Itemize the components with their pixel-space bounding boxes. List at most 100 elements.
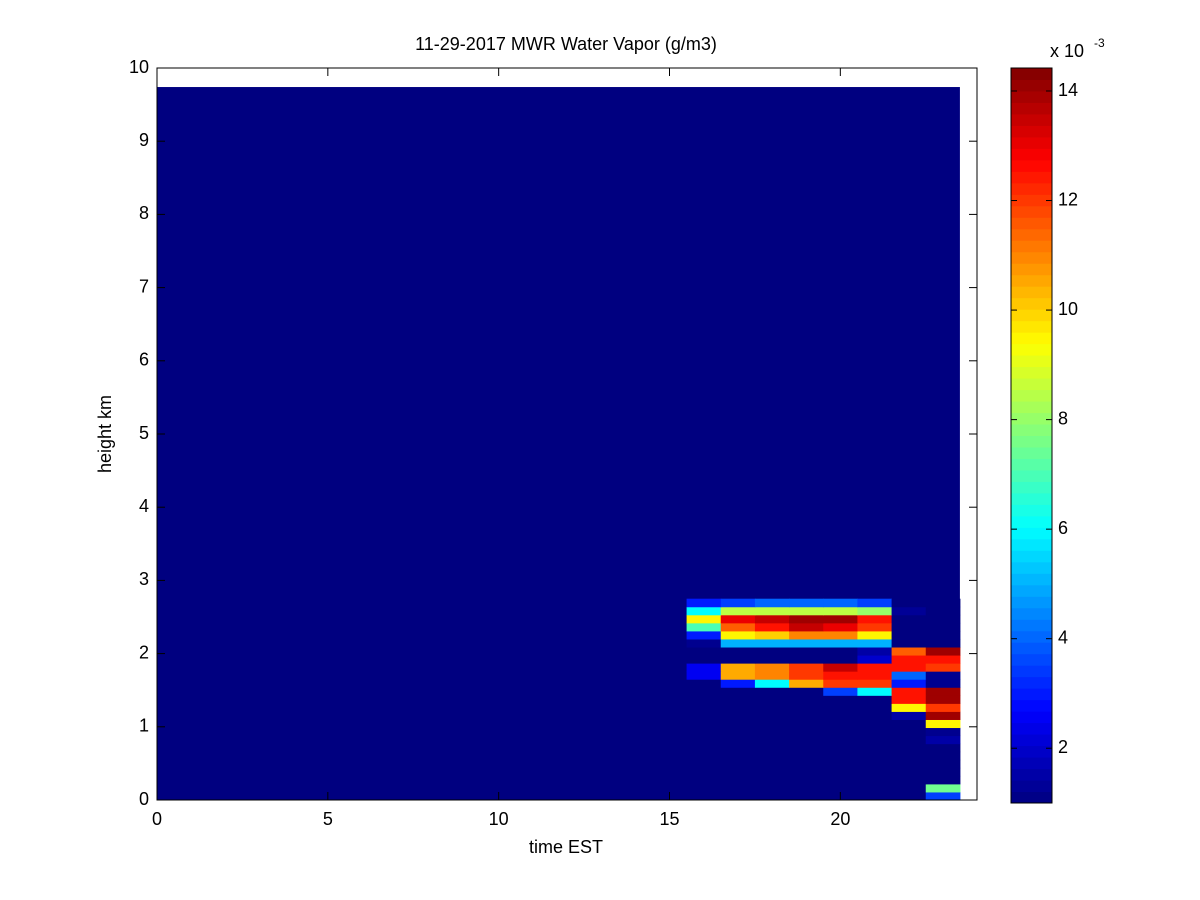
colorbar-swatch [1011, 446, 1052, 459]
heatmap-cell [823, 783, 858, 793]
heatmap-cell [857, 638, 893, 648]
heatmap-cell [686, 630, 722, 640]
heatmap-cell [925, 791, 961, 801]
x-tick-label: 10 [489, 809, 509, 829]
colorbar-swatch [1011, 332, 1052, 345]
y-tick-label: 4 [139, 496, 149, 516]
heatmap-cell [823, 735, 858, 745]
heatmap-cell [720, 727, 756, 737]
heatmap-cell [789, 791, 824, 801]
heatmap-cell [891, 727, 927, 737]
heatmap-cell [823, 695, 858, 704]
heatmap-cell [925, 679, 961, 688]
colorbar-swatch [1011, 791, 1052, 804]
colorbar-swatch [1011, 102, 1052, 115]
heatmap-cell [720, 775, 756, 785]
heatmap-cell [891, 622, 927, 632]
heatmap-cell [857, 751, 893, 761]
heatmap-cell [686, 671, 722, 680]
heatmap-cell [754, 695, 790, 704]
heatmap-cell [686, 655, 722, 664]
colorbar-swatch [1011, 263, 1052, 276]
heatmap-cell [857, 775, 893, 785]
colorbar-swatch [1011, 665, 1052, 678]
heatmap-cell [925, 671, 961, 680]
heatmap-cell [925, 647, 961, 656]
heatmap-cell [754, 663, 790, 672]
heatmap-cell [823, 759, 858, 769]
heatmap-cell [823, 614, 858, 624]
heatmap-cell [686, 638, 722, 648]
colorbar-swatch [1011, 745, 1052, 758]
heatmap-cell [754, 614, 790, 624]
heatmap-cell [857, 743, 893, 753]
x-tick-label: 0 [152, 809, 162, 829]
heatmap-cell [891, 743, 927, 753]
colorbar-swatch [1011, 653, 1052, 666]
heatmap-cell [823, 663, 858, 672]
colorbar-swatch [1011, 550, 1052, 563]
y-tick-label: 0 [139, 789, 149, 809]
y-tick-label: 3 [139, 569, 149, 589]
x-tick-label: 15 [659, 809, 679, 829]
colorbar-swatch [1011, 619, 1052, 632]
heatmap-cell [754, 759, 790, 769]
heatmap-cell [754, 703, 790, 712]
colorbar-tick-label: 14 [1058, 80, 1078, 100]
heatmap-cell [925, 606, 961, 616]
heatmap-cell [686, 711, 722, 720]
heatmap-cell [686, 735, 722, 745]
heatmap-cell [925, 719, 961, 729]
heatmap-cell [891, 687, 927, 696]
heatmap-cell [891, 679, 927, 688]
colorbar-swatch [1011, 286, 1052, 299]
colorbar-swatch [1011, 630, 1052, 643]
heatmap-cell [891, 767, 927, 777]
colorbar-swatch [1011, 274, 1052, 287]
colorbar-tick-label: 12 [1058, 189, 1078, 209]
heatmap-cell [823, 598, 858, 608]
colorbar-swatch [1011, 79, 1052, 92]
colorbar-swatch [1011, 768, 1052, 781]
heatmap-cell [754, 719, 790, 729]
x-tick-label: 5 [323, 809, 333, 829]
heatmap-cell [686, 606, 722, 616]
heatmap-cell [891, 775, 927, 785]
heatmap-cell [720, 687, 756, 696]
heatmap-cell [823, 679, 858, 688]
heatmap-cell [789, 775, 824, 785]
y-tick-label: 1 [139, 716, 149, 736]
heatmap-cell [823, 647, 858, 656]
colorbar-swatch [1011, 182, 1052, 195]
heatmap-cell [686, 759, 722, 769]
colorbar-swatch [1011, 481, 1052, 494]
y-tick-label: 6 [139, 350, 149, 370]
colorbar-swatch [1011, 527, 1052, 540]
heatmap-cell [857, 711, 893, 720]
heatmap-cell [686, 647, 722, 656]
colorbar-swatch [1011, 378, 1052, 391]
heatmap-cell [754, 687, 790, 696]
heatmap-cell [925, 735, 961, 745]
colorbar-swatch [1011, 676, 1052, 689]
x-axis-label: time EST [529, 837, 603, 857]
heatmap-cell [686, 791, 722, 801]
heatmap-cell [891, 695, 927, 704]
colorbar-swatch [1011, 780, 1052, 793]
heatmap-cell [857, 679, 893, 688]
heatmap-cell [925, 630, 961, 640]
heatmap-cell [686, 727, 722, 737]
colorbar-swatch [1011, 504, 1052, 517]
heatmap-cell [789, 719, 824, 729]
heatmap-cell [823, 671, 858, 680]
colorbar-tick-label: 2 [1058, 737, 1068, 757]
heatmap-cell [686, 614, 722, 624]
heatmap-cell [686, 783, 722, 793]
heatmap-cell [823, 743, 858, 753]
colorbar-swatch [1011, 228, 1052, 241]
heatmap-cell [891, 783, 927, 793]
heatmap-cell [891, 671, 927, 680]
colorbar-swatch [1011, 561, 1052, 574]
heatmap-cell [754, 647, 790, 656]
